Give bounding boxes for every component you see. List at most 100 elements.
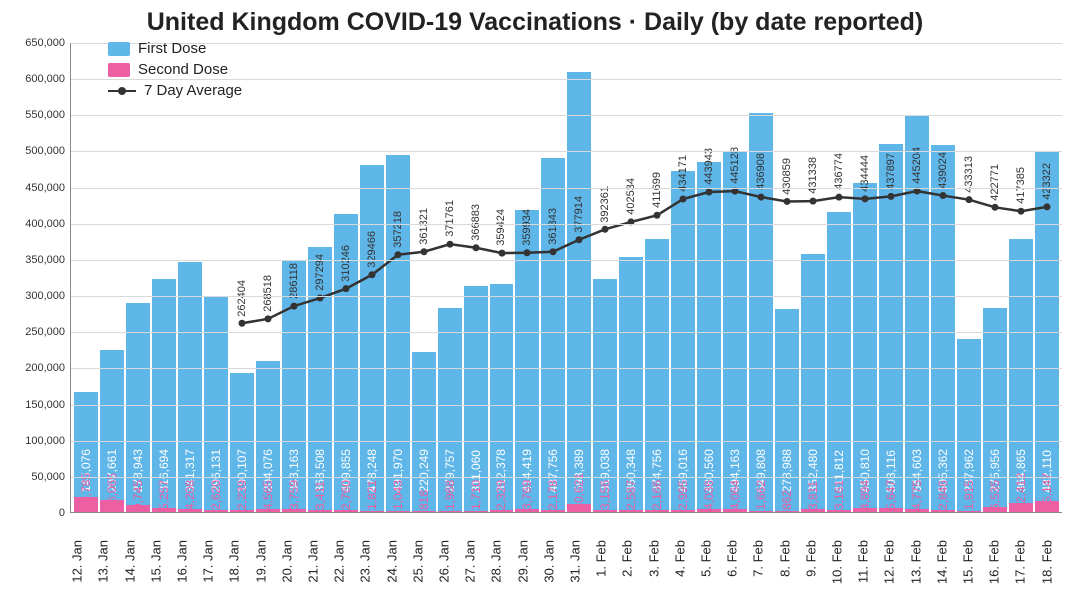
- bar-second-dose: [386, 511, 410, 512]
- x-tick-label: 19. Jan: [248, 538, 272, 600]
- x-tick-label: 27. Jan: [458, 538, 482, 600]
- bar-second-dose: [204, 510, 228, 512]
- avg-value-label: 431338: [807, 157, 819, 194]
- bar-second-dose: [619, 510, 643, 512]
- avg-value-label: 411699: [651, 172, 663, 208]
- bar-second-dose: [74, 497, 98, 512]
- x-tick-label: 31. Jan: [563, 538, 587, 600]
- bar-second-dose: [230, 510, 254, 512]
- bar-first-dose: [152, 279, 176, 508]
- bar-second-dose: [126, 505, 150, 512]
- legend-label: First Dose: [138, 40, 206, 57]
- bar-first-dose: [827, 212, 851, 510]
- bar-second-dose: [541, 510, 565, 512]
- bar-first-dose: [957, 339, 981, 511]
- x-tick-label: 12. Jan: [65, 538, 89, 600]
- legend-label: Second Dose: [138, 61, 228, 78]
- x-tick-label: 17. Feb: [1008, 538, 1032, 600]
- x-tick-label: 24. Jan: [379, 538, 403, 600]
- bar-first-dose: [204, 296, 228, 510]
- x-tick-label: 12. Feb: [877, 538, 901, 600]
- bar-first-dose: [723, 152, 747, 509]
- x-tick-label: 21. Jan: [301, 538, 325, 600]
- legend-label: 7 Day Average: [144, 82, 242, 99]
- bar-first-dose: [334, 214, 358, 510]
- y-tick-label: 650,000: [9, 37, 65, 49]
- x-tick-label: 26. Jan: [432, 538, 456, 600]
- x-tick-label: 30. Jan: [537, 538, 561, 600]
- bar-second-dose: [697, 509, 721, 512]
- bar-second-dose: [723, 509, 747, 512]
- bar-second-dose: [282, 509, 306, 512]
- y-tick-label: 450,000: [9, 182, 65, 194]
- y-tick-label: 150,000: [9, 399, 65, 411]
- x-axis-labels: 12. Jan13. Jan14. Jan15. Jan16. Jan17. J…: [62, 538, 1062, 600]
- bar-second-dose: [905, 509, 929, 512]
- x-tick-label: 25. Jan: [406, 538, 430, 600]
- x-tick-label: 13. Feb: [904, 538, 928, 600]
- bar-second-dose: [671, 510, 695, 512]
- bar-second-dose: [334, 510, 358, 512]
- x-tick-label: 20. Jan: [275, 538, 299, 600]
- bar-second-dose: [567, 504, 591, 512]
- x-tick-label: 11. Feb: [851, 538, 875, 600]
- y-tick-label: 500,000: [9, 145, 65, 157]
- bar-second-dose: [957, 511, 981, 512]
- bar-first-dose: [515, 210, 539, 510]
- x-tick-label: 17. Jan: [196, 538, 220, 600]
- x-tick-label: 4. Feb: [668, 538, 692, 600]
- bar-first-dose: [256, 361, 280, 509]
- y-tick-label: 600,000: [9, 73, 65, 85]
- bar-first-dose: [282, 261, 306, 509]
- bar-first-dose: [775, 309, 799, 511]
- gridline: [71, 477, 1062, 478]
- bar-second-dose: [178, 509, 202, 512]
- x-tick-label: 5. Feb: [694, 538, 718, 600]
- bar-first-dose: [931, 145, 955, 510]
- x-tick-label: 29. Jan: [510, 538, 534, 600]
- bar-first-dose: [438, 308, 462, 510]
- x-tick-label: 8. Feb: [772, 538, 796, 600]
- bar-second-dose: [749, 511, 773, 512]
- legend-item: 7 Day Average: [108, 82, 242, 99]
- bar-second-dose: [775, 511, 799, 512]
- chart-title: United Kingdom COVID-19 Vaccinations · D…: [8, 8, 1062, 37]
- bar-first-dose: [593, 279, 617, 510]
- bar-second-dose: [1009, 503, 1033, 512]
- x-tick-label: 18. Jan: [222, 538, 246, 600]
- x-tick-label: 14. Jan: [117, 538, 141, 600]
- x-tick-label: 15. Feb: [956, 538, 980, 600]
- bar-first-dose: [801, 254, 825, 509]
- bar-second-dose: [438, 511, 462, 512]
- bar-first-dose: [697, 162, 721, 509]
- y-tick-label: 50,000: [9, 471, 65, 483]
- avg-value-label: 402534: [625, 178, 637, 215]
- gridline: [71, 188, 1062, 189]
- bar-second-dose: [152, 508, 176, 512]
- bar-first-dose: [567, 72, 591, 505]
- bar-second-dose: [827, 510, 851, 512]
- x-tick-label: 2. Feb: [615, 538, 639, 600]
- y-tick-label: 0: [9, 507, 65, 519]
- avg-value-label: 430859: [781, 158, 793, 195]
- y-tick-label: 200,000: [9, 362, 65, 374]
- gridline: [71, 260, 1062, 261]
- legend-item: First Dose: [108, 40, 242, 57]
- x-tick-label: 10. Feb: [825, 538, 849, 600]
- bar-second-dose: [801, 509, 825, 512]
- bar-second-dose: [100, 500, 124, 512]
- x-tick-label: 1. Feb: [589, 538, 613, 600]
- bar-first-dose: [853, 183, 877, 509]
- legend-line-icon: [108, 90, 136, 92]
- bar-first-dose: [100, 350, 124, 500]
- bar-first-dose: [671, 171, 695, 510]
- x-tick-label: 14. Feb: [930, 538, 954, 600]
- gridline: [71, 224, 1062, 225]
- x-tick-label: 9. Feb: [799, 538, 823, 600]
- avg-value-label: 436774: [833, 153, 845, 190]
- y-tick-label: 550,000: [9, 109, 65, 121]
- bar-first-dose: [74, 392, 98, 497]
- bar-second-dose: [1035, 501, 1059, 512]
- bar-first-dose: [619, 257, 643, 510]
- x-tick-label: 18. Feb: [1035, 538, 1059, 600]
